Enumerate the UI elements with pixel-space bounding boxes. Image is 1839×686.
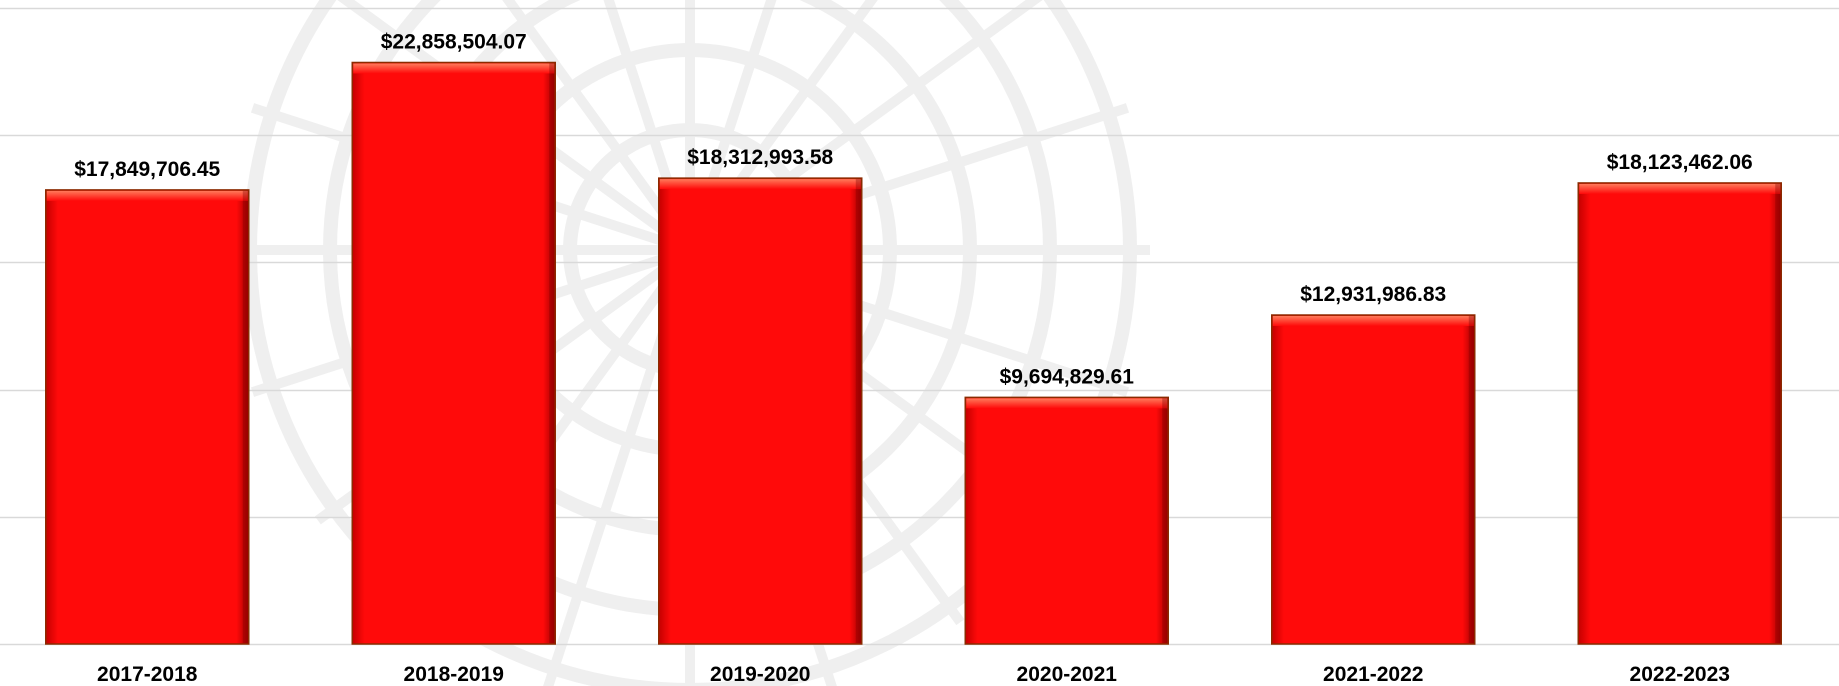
bar-shade	[1775, 183, 1781, 643]
x-tick-2019-2020: 2019-2020	[710, 663, 810, 686]
bars	[45, 61, 1782, 645]
x-tick-2021-2022: 2021-2022	[1323, 663, 1423, 686]
x-tick-2020-2021: 2020-2021	[1017, 663, 1118, 686]
bar-shade	[855, 179, 861, 644]
bar-shade	[242, 190, 248, 643]
x-tick-2018-2019: 2018-2019	[404, 663, 504, 686]
bar-bevel	[353, 63, 555, 74]
data-label-2018-2019: $22,858,504.07	[381, 30, 527, 53]
bar-2020-2021	[964, 396, 1169, 645]
gridlines	[0, 7, 1839, 646]
x-tick-2017-2018: 2017-2018	[97, 663, 198, 686]
bar-body	[1271, 314, 1476, 645]
bar-shade	[549, 63, 555, 643]
bar-bevel	[659, 179, 861, 190]
bar-body	[658, 177, 863, 645]
x-tick-labels: 2017-2018 2018-2019 2019-2020 2020-2021 2021…	[97, 663, 1730, 686]
bar-body	[1577, 182, 1782, 645]
bar-shade	[1162, 398, 1168, 643]
bar-bevel	[966, 398, 1168, 409]
bar-2018-2019	[351, 61, 556, 645]
data-label-2019-2020: $18,312,993.58	[687, 146, 833, 169]
data-label-2021-2022: $12,931,986.83	[1300, 283, 1446, 306]
bar-2021-2022	[1271, 314, 1476, 645]
data-labels: $17,849,706.45 $22,858,504.07 $18,312,993.…	[74, 30, 1752, 388]
x-tick-2022-2023: 2022-2023	[1630, 663, 1730, 686]
data-label-2020-2021: $9,694,829.61	[1000, 365, 1135, 388]
bar-2017-2018	[45, 189, 250, 645]
bar-2019-2020	[658, 177, 863, 645]
bar-body	[964, 396, 1169, 645]
bar-body	[351, 61, 556, 645]
data-label-2017-2018: $17,849,706.45	[74, 158, 220, 181]
bar-bevel	[1272, 316, 1474, 327]
bar-bevel	[1579, 183, 1781, 194]
bar-bevel	[46, 190, 248, 201]
bar-shade	[1468, 316, 1474, 643]
data-label-2022-2023: $18,123,462.06	[1607, 151, 1753, 174]
bar-body	[45, 189, 250, 645]
bar-2022-2023	[1577, 182, 1782, 645]
